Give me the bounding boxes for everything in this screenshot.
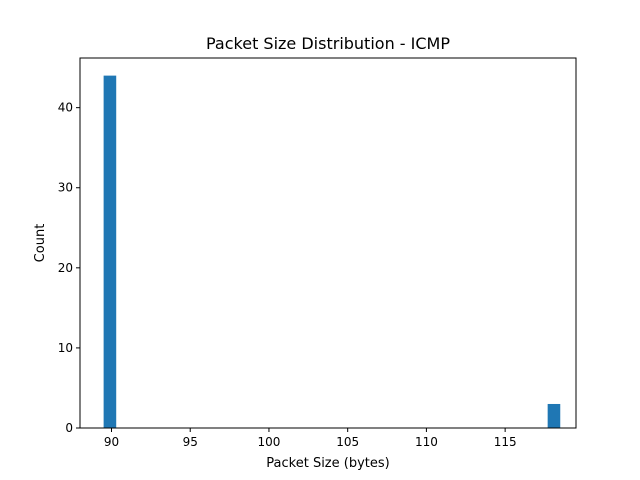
chart-title: Packet Size Distribution - ICMP	[206, 34, 450, 53]
y-tick-label: 0	[65, 421, 73, 435]
histogram-bar	[547, 403, 561, 428]
x-tick-label: 100	[257, 435, 280, 449]
histogram-bar	[103, 75, 117, 428]
y-tick-label: 20	[58, 261, 73, 275]
y-tick-label: 30	[58, 181, 73, 195]
x-tick-label: 105	[336, 435, 359, 449]
x-tick-label: 90	[104, 435, 119, 449]
y-tick-label: 10	[58, 341, 73, 355]
plot-area	[103, 75, 561, 428]
x-axis-label: Packet Size (bytes)	[266, 456, 389, 471]
y-tick-label: 40	[58, 101, 73, 115]
x-tick-label: 110	[415, 435, 438, 449]
y-axis-label: Count	[33, 224, 48, 263]
x-tick-label: 95	[183, 435, 198, 449]
x-tick-label: 115	[494, 435, 517, 449]
axes-frame	[79, 57, 577, 429]
